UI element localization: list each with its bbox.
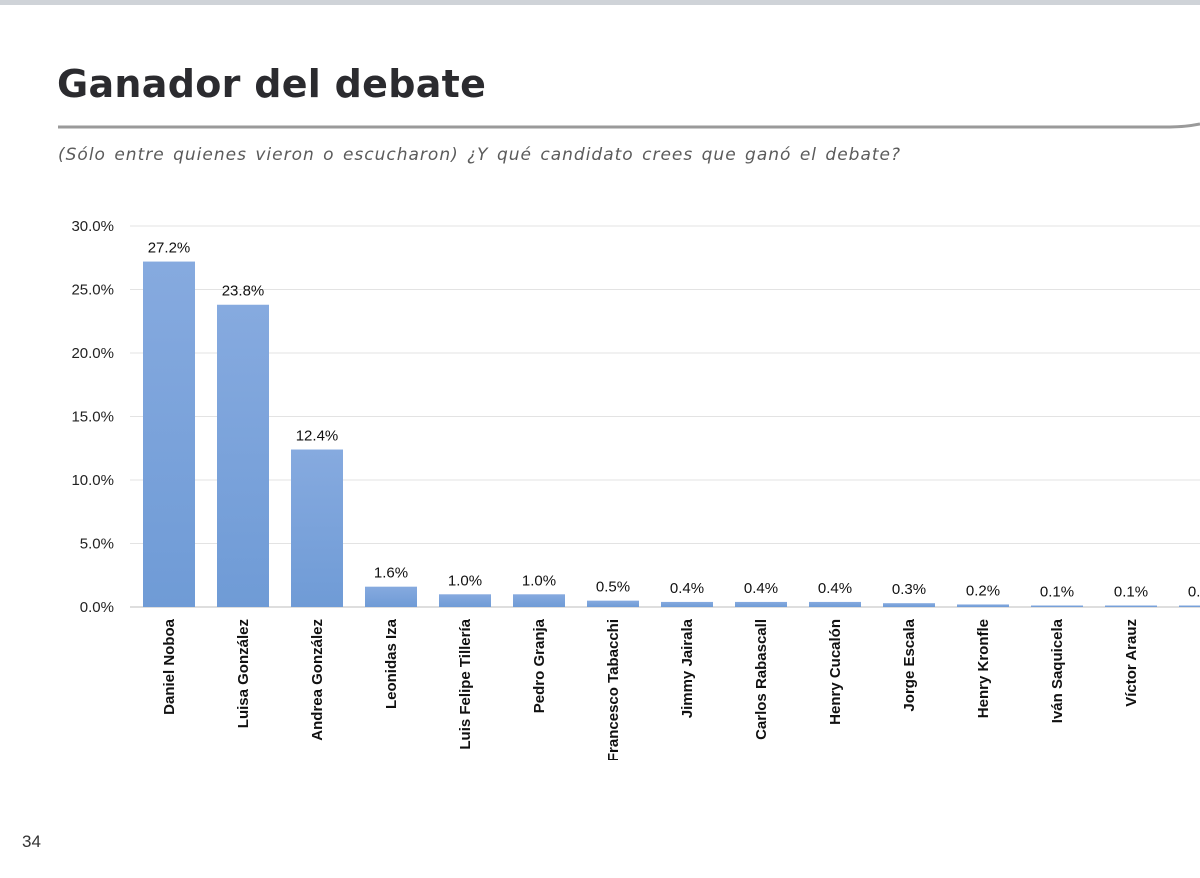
bar — [365, 586, 417, 607]
bar — [143, 261, 195, 607]
category-label: Henry Cucalón — [827, 619, 844, 725]
category-label: Iván Saquicela — [1049, 618, 1066, 723]
bar — [1105, 605, 1157, 607]
category-label: Andrea González — [309, 619, 326, 741]
y-tick-label: 15.0% — [71, 409, 114, 426]
y-tick-label: 10.0% — [71, 472, 114, 489]
data-label: 27.2% — [148, 240, 191, 257]
category-label: Leonidas Iza — [383, 618, 400, 709]
bar — [291, 449, 343, 607]
category-label: Jimmy Jairala — [679, 618, 696, 718]
y-tick-label: 20.0% — [71, 345, 114, 362]
page-title: Ganador del debate — [57, 62, 487, 106]
bar — [809, 601, 861, 607]
data-label: 12.4% — [296, 428, 339, 445]
data-label: 0.4% — [744, 580, 778, 597]
data-label: 0.1% — [1188, 584, 1200, 601]
category-label: Víctor Arauz — [1123, 619, 1140, 707]
bar — [587, 600, 639, 607]
bar — [883, 603, 935, 607]
data-label: 0.1% — [1114, 584, 1148, 601]
bar — [661, 601, 713, 607]
y-tick-label: 0.0% — [80, 599, 114, 616]
data-label: 0.4% — [670, 580, 704, 597]
data-label: 1.0% — [448, 572, 482, 589]
data-label: 0.4% — [818, 580, 852, 597]
y-tick-label: 5.0% — [80, 536, 114, 553]
y-tick-label: 25.0% — [71, 282, 114, 299]
bar — [957, 604, 1009, 607]
data-label: 1.0% — [522, 572, 556, 589]
y-tick-label: 30.0% — [71, 218, 114, 235]
title-divider — [58, 122, 1200, 129]
question-subtitle: (Sólo entre quienes vieron o escucharon)… — [58, 145, 902, 165]
bar — [217, 304, 269, 607]
bar — [439, 594, 491, 607]
category-label: Luis Felipe Tillería — [457, 618, 474, 749]
data-label: 0.3% — [892, 581, 926, 598]
data-label: 0.5% — [596, 579, 630, 596]
category-label: Luisa González — [235, 619, 252, 728]
page-number: 34 — [22, 832, 41, 851]
bar — [513, 594, 565, 607]
category-label: Pedro Granja — [531, 618, 548, 713]
bar — [1179, 605, 1200, 607]
top-border — [0, 0, 1200, 5]
category-label: Daniel Noboa — [161, 618, 178, 715]
bar — [1031, 605, 1083, 607]
bar — [735, 601, 787, 607]
data-label: 0.2% — [966, 582, 1000, 599]
category-label: Jorge Escala — [901, 618, 918, 711]
data-label: 23.8% — [222, 283, 265, 300]
category-label: Henry Kronfle — [975, 619, 992, 718]
category-label: Francesco Tabacchi — [605, 619, 622, 760]
data-label: 1.6% — [374, 565, 408, 582]
category-label: Carlos Rabascall — [753, 619, 770, 740]
data-label: 0.1% — [1040, 584, 1074, 601]
bar-chart: 0.0% 5.0% 10.0% 15.0% 20.0% 25.0% 30.0% 27.2% Da… — [71, 218, 1200, 760]
